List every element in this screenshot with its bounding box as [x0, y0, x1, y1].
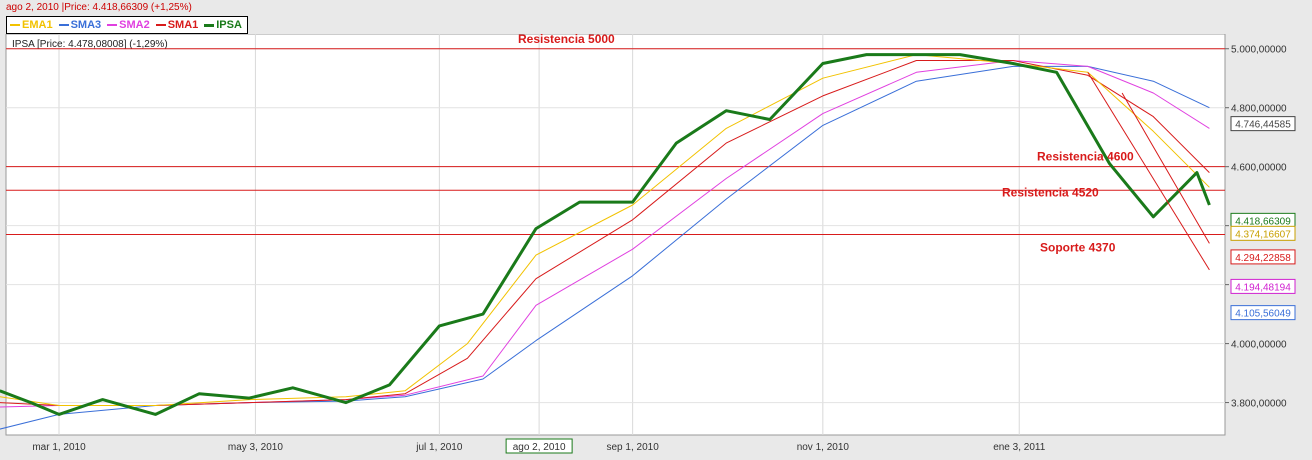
legend-item-sma1[interactable]: SMA1: [155, 19, 199, 31]
chart-title: IPSA [Price: 4.478,08008] (-1,29%): [12, 39, 168, 50]
legend-swatch: [107, 24, 118, 26]
x-tick-label: ago 2, 2010: [513, 442, 566, 453]
x-tick-label: nov 1, 2010: [797, 442, 850, 453]
x-tick-label: mar 1, 2010: [32, 442, 86, 453]
trend-line: [1087, 72, 1210, 271]
legend-label: SMA3: [70, 19, 102, 31]
legend-label: IPSA: [216, 19, 242, 31]
x-tick-label: jul 1, 2010: [415, 442, 463, 453]
x-label-highlight: [505, 438, 573, 454]
series-line-ipsa: [0, 53, 1211, 416]
horizontal-line-label: Resistencia 4520: [1002, 185, 1099, 199]
value-label-box: [1230, 305, 1296, 321]
x-tick-label: sep 1, 2010: [607, 442, 660, 453]
legend-swatch: [204, 23, 215, 27]
value-label-box: [1230, 249, 1296, 265]
chart-container: mar 1, 2010 may 3, 2010 jul 1, 2010 ago 2, …: [0, 32, 1312, 460]
y-tick-label: 4.800,00000: [1231, 104, 1287, 115]
legend-label: SMA1: [167, 19, 199, 31]
legend-item-ipsa[interactable]: IPSA: [204, 19, 242, 31]
legend: EMA1 SMA3 SMA2 SMA1 IPSA: [6, 16, 248, 34]
legend-item-sma3[interactable]: SMA3: [58, 19, 102, 31]
header-price-title: ago 2, 2010 |Price: 4.418,66309 (+1,25%): [6, 2, 192, 13]
y-tick-label: 4.600,00000: [1231, 163, 1287, 174]
y-tick-label: 4.000,00000: [1231, 340, 1287, 351]
legend-swatch: [155, 24, 166, 26]
y-tick-label: 3.800,00000: [1231, 399, 1287, 410]
horizontal-line-label: Soporte 4370: [1040, 241, 1116, 255]
value-label: 4.294,22858: [1235, 253, 1291, 264]
legend-label: EMA1: [22, 19, 53, 31]
legend-item-sma2[interactable]: SMA2: [107, 19, 150, 31]
trend-line: [1121, 92, 1210, 244]
value-label-box: [1230, 116, 1296, 132]
value-label: 4.194,48194: [1235, 282, 1291, 293]
legend-swatch: [58, 24, 69, 26]
horizontal-line-label: Resistencia 4600: [1037, 150, 1134, 164]
value-label: 4.374,16607: [1235, 229, 1291, 240]
value-label-box: [1230, 225, 1296, 241]
chart-svg: mar 1, 2010 may 3, 2010 jul 1, 2010 ago 2, …: [0, 32, 1312, 455]
chart-header: ago 2, 2010 |Price: 4.418,66309 (+1,25%): [0, 0, 1312, 18]
series-line-ema1: [0, 54, 1210, 406]
value-label: 4.418,66309: [1235, 216, 1291, 227]
horizontal-line-label: Resistencia 5000: [518, 34, 615, 46]
value-label-box: [1230, 278, 1296, 294]
x-tick-label: may 3, 2010: [228, 442, 283, 453]
x-tick-label: ene 3, 2011: [993, 442, 1046, 453]
y-tick-label: 5.000,00000: [1231, 45, 1287, 56]
legend-swatch: [10, 24, 20, 26]
legend-label: SMA2: [119, 19, 150, 31]
value-label: 4.105,56049: [1235, 309, 1291, 320]
value-label: 4.746,44585: [1235, 120, 1291, 131]
legend-item-ema1[interactable]: EMA1: [10, 19, 53, 31]
